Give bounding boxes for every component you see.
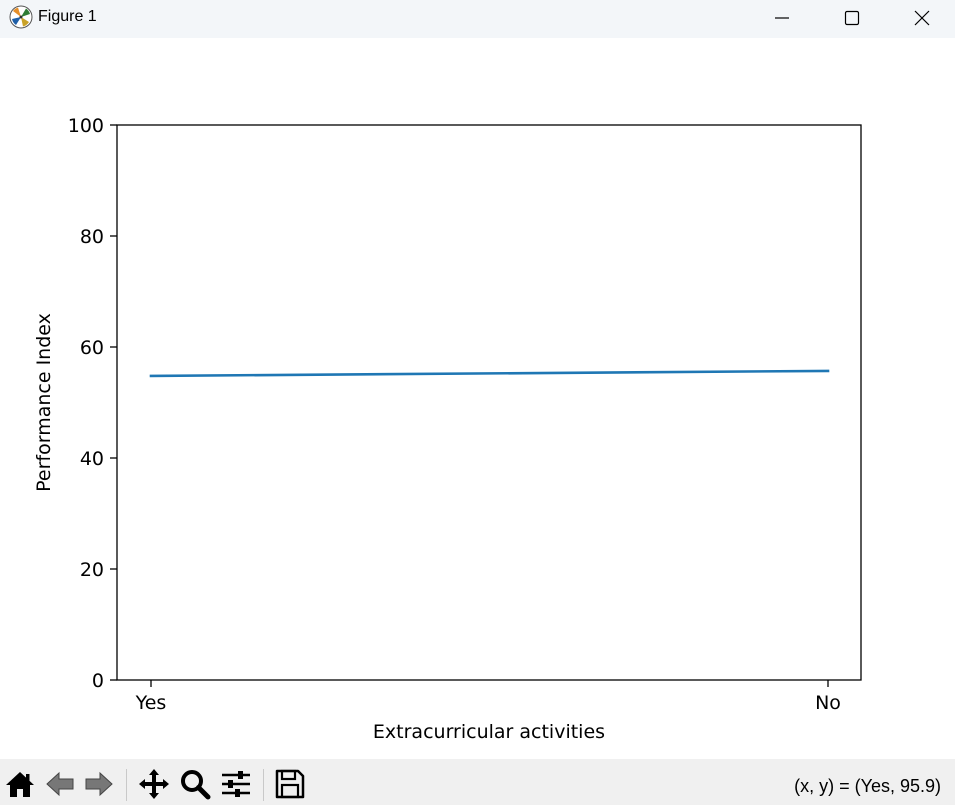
minimize-button[interactable]: [759, 0, 805, 36]
y-axis-label: Performance Index: [33, 313, 55, 492]
series-line: [149, 369, 830, 378]
y-tick-label: 40: [80, 448, 104, 470]
figure-canvas[interactable]: 0 20 40 60 80 100 Yes No Extracurricular activ…: [0, 38, 955, 759]
pan-icon: [139, 769, 169, 799]
maximize-icon: [844, 10, 860, 26]
navigation-toolbar: (x, y) = (Yes, 95.9): [0, 759, 955, 805]
y-tick-label: 60: [80, 337, 104, 359]
zoom-icon: [181, 770, 211, 800]
x-axis: Yes No: [135, 680, 841, 714]
close-icon: [914, 10, 930, 26]
save-icon: [275, 769, 305, 799]
home-icon: [6, 772, 34, 797]
save-button[interactable]: [273, 767, 307, 801]
close-button[interactable]: [899, 0, 945, 36]
y-axis: 0 20 40 60 80 100: [68, 115, 117, 692]
toolbar-separator: [126, 769, 127, 801]
line-chart[interactable]: 0 20 40 60 80 100 Yes No Extracurricular activ…: [0, 38, 955, 759]
configure-subplots-icon: [222, 771, 250, 797]
pan-button[interactable]: [137, 767, 171, 801]
maximize-button[interactable]: [829, 0, 875, 36]
y-tick-label: 20: [80, 559, 104, 581]
toolbar-separator: [263, 769, 264, 801]
x-tick-label: Yes: [135, 692, 167, 714]
minimize-icon: [775, 17, 789, 19]
back-icon: [46, 771, 74, 797]
configure-subplots-button[interactable]: [219, 767, 253, 801]
x-axis-label: Extracurricular activities: [373, 721, 605, 743]
cursor-coordinates: (x, y) = (Yes, 95.9): [794, 776, 941, 796]
matplotlib-logo-icon: [9, 5, 33, 29]
forward-icon: [85, 771, 113, 797]
forward-button[interactable]: [82, 767, 116, 801]
back-button[interactable]: [43, 767, 77, 801]
axes-frame: [116, 124, 862, 681]
home-button[interactable]: [3, 767, 37, 801]
series-group: [149, 369, 830, 378]
window-title: Figure 1: [38, 8, 97, 25]
title-bar: Figure 1: [0, 0, 955, 38]
y-tick-label: 100: [68, 115, 104, 137]
zoom-button[interactable]: [178, 767, 212, 801]
x-tick-label: No: [815, 692, 841, 714]
y-tick-label: 80: [80, 226, 104, 248]
y-tick-label: 0: [92, 670, 104, 692]
